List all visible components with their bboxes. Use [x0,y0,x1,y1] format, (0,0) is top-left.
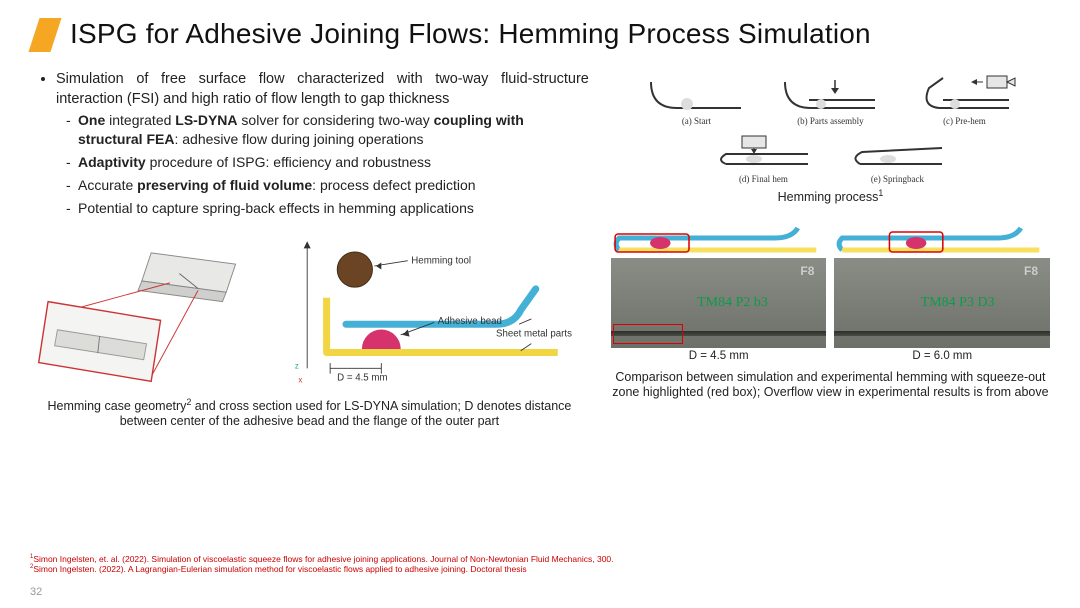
bullet-main: Simulation of free surface flow characte… [56,70,589,218]
label-sheet: Sheet metal parts [496,328,572,339]
photo-60: F8 TM84 P3 D3 [834,258,1050,348]
d-45: D = 4.5 mm [611,350,827,362]
step-a-label: (a) Start [636,116,756,126]
sb2-b: Adaptivity [78,154,146,170]
geom3d-svg [30,236,272,386]
label-D: D = 4.5 mm [338,372,388,383]
slide: ISPG for Adhesive Joining Flows: Hemming… [0,0,1080,608]
step-d-label: (d) Final hem [703,174,823,184]
sb1-b1: One [78,112,105,128]
page-number: 32 [30,586,42,598]
r1t: Simon Ingelsten, et. al. (2022). Simulat… [33,554,613,564]
left-column: Simulation of free surface flow characte… [30,70,589,430]
comp-45: F8 TM84 P2 b3 D = 4.5 mm [611,224,827,362]
references: 1Simon Ingelsten, et. al. (2022). Simula… [30,554,1050,574]
geometry-3d [30,236,272,391]
geometry-figures: Hemming tool Adhesive bead [30,236,589,391]
svg-text:z: z [295,361,299,370]
gc-pre: Hemming case geometry [47,399,186,413]
cross-section: Hemming tool Adhesive bead [280,236,589,391]
svg-text:x: x [299,375,303,384]
pc-text: Hemming process [778,190,879,204]
r2t: Simon Ingelsten. (2022). A Lagrangian-Eu… [33,564,526,574]
sub-bullet-3: Accurate preserving of fluid volume: pro… [66,176,589,195]
geom-caption: Hemming case geometry2 and cross section… [30,397,589,430]
mark-45: TM84 P2 b3 [697,295,768,311]
seam-60 [834,331,1050,336]
step-d: (d) Final hem [703,132,823,184]
process-figure: (a) Start (b) Parts assembly [611,70,1050,210]
comp-60: F8 TM84 P3 D3 D = 6.0 mm [834,224,1050,362]
sim-60 [834,224,1050,258]
process-caption: Hemming process1 [615,188,1046,206]
bullet-main-text: Simulation of free surface flow characte… [56,71,589,107]
sb3-pre: Accurate [78,177,137,193]
step-b-label: (b) Parts assembly [770,116,890,126]
sb1-m1: integrated [105,112,175,128]
sim-45 [611,224,827,258]
step-c-label: (c) Pre-hem [904,116,1024,126]
label-bead: Adhesive bead [438,316,502,327]
photo-45: F8 TM84 P2 b3 [611,258,827,348]
content-columns: Simulation of free surface flow characte… [30,70,1050,430]
redbox-45 [613,324,683,344]
sb3-p: : process defect prediction [312,177,475,193]
step-e: (e) Springback [837,132,957,184]
pc-sup: 1 [878,188,883,198]
sub-bullets: One integrated LS-DYNA solver for consid… [56,111,589,217]
title-row: ISPG for Adhesive Joining Flows: Hemming… [30,18,1050,52]
fb-45: F8 [800,264,814,278]
sb1-p: : adhesive flow during joining operation… [174,131,423,147]
fb-60: F8 [1024,264,1038,278]
comparison-row: F8 TM84 P2 b3 D = 4.5 mm [611,224,1050,362]
step-a: (a) Start [636,74,756,126]
sub-bullet-2: Adaptivity procedure of ISPG: efficiency… [66,153,589,172]
ref-2: 2Simon Ingelsten. (2022). A Lagrangian-E… [30,564,1050,574]
sb1-b2: LS-DYNA [175,112,237,128]
accent-bar [28,18,61,52]
step-c: (c) Pre-hem [904,74,1024,126]
right-column: (a) Start (b) Parts assembly [611,70,1050,430]
sub-bullet-4: Potential to capture spring-back effects… [66,199,589,218]
sub-bullet-1: One integrated LS-DYNA solver for consid… [66,111,589,149]
slide-title: ISPG for Adhesive Joining Flows: Hemming… [70,18,871,50]
mark-60: TM84 P3 D3 [921,295,995,311]
sb3-b: preserving of fluid volume [137,177,312,193]
cross-svg: Hemming tool Adhesive bead [280,236,589,386]
step-b: (b) Parts assembly [770,74,890,126]
process-grid: (a) Start (b) Parts assembly [615,74,1046,184]
comparison-caption: Comparison between simulation and experi… [611,370,1050,401]
ref-1: 1Simon Ingelsten, et. al. (2022). Simula… [30,554,1050,564]
bullet-list: Simulation of free surface flow characte… [30,70,589,218]
d-60: D = 6.0 mm [834,350,1050,362]
label-tool: Hemming tool [412,255,472,266]
sb2-p: procedure of ISPG: efficiency and robust… [146,154,431,170]
sb1-m2: solver for considering two-way [238,112,434,128]
step-e-label: (e) Springback [837,174,957,184]
